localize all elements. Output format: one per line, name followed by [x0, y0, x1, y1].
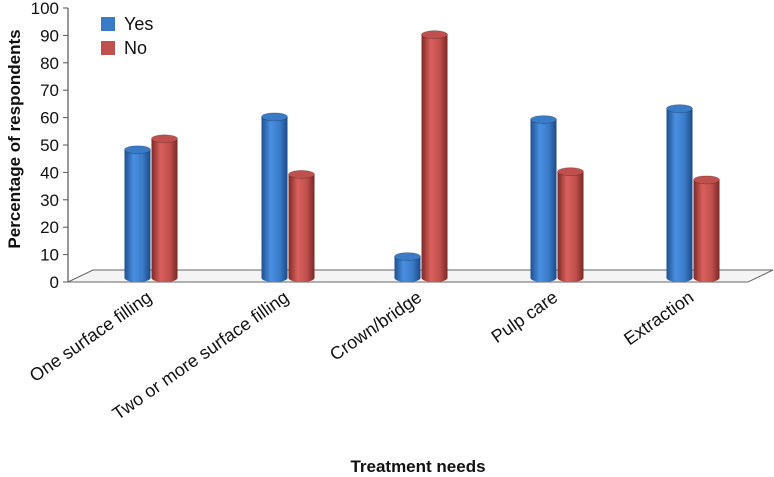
y-tick-label: 80	[40, 54, 59, 73]
bar-yes-3	[530, 115, 557, 282]
y-axis-title: Percentage of respondents	[5, 29, 24, 248]
legend-label-yes: Yes	[124, 14, 153, 34]
y-tick-label: 20	[40, 218, 59, 237]
x-category-label: Extraction	[620, 287, 697, 349]
y-tick-label: 50	[40, 136, 59, 155]
bar-yes-2	[394, 252, 421, 282]
bar-no-3	[557, 167, 584, 282]
y-tick-label: 0	[50, 273, 59, 292]
bar-yes-0	[124, 145, 151, 282]
y-tick-label: 90	[40, 26, 59, 45]
bar-no-1	[288, 169, 315, 282]
y-tick-label: 40	[40, 163, 59, 182]
y-tick-label: 30	[40, 191, 59, 210]
x-category-label: One surface filling	[26, 287, 155, 386]
legend-label-no: No	[124, 38, 147, 58]
bar-no-0	[151, 134, 178, 282]
legend-swatch-no	[101, 41, 115, 55]
y-tick-label: 100	[31, 0, 59, 18]
legend-swatch-yes	[101, 17, 115, 31]
bar-no-4	[693, 175, 720, 282]
x-axis-title: Treatment needs	[350, 457, 485, 476]
legend: Yes No	[101, 14, 153, 58]
bar-yes-4	[666, 104, 693, 282]
y-axis: 0 10 20 30 40 50 60 70 80 90 100	[31, 0, 69, 292]
y-tick-label: 10	[40, 246, 59, 265]
y-tick-label: 70	[40, 81, 59, 100]
x-category-label: Pulp care	[488, 287, 562, 347]
bar-yes-1	[261, 112, 288, 282]
y-tick-label: 60	[40, 109, 59, 128]
bar-no-2	[421, 30, 448, 282]
bars-group	[124, 30, 720, 282]
x-category-label: Crown/bridge	[326, 287, 425, 365]
